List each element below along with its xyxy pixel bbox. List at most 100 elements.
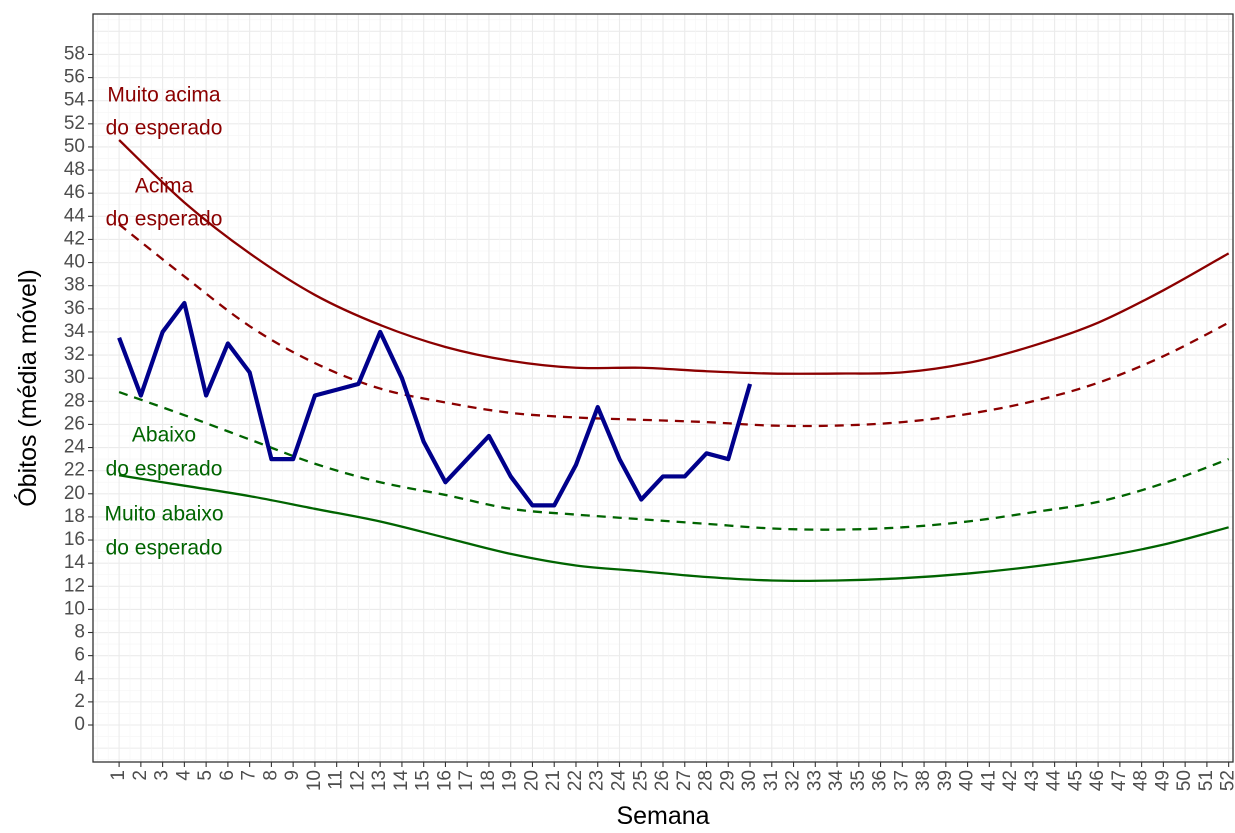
x-tick-label: 40 xyxy=(957,770,978,791)
y-axis: 0246810121416182022242628303234363840424… xyxy=(64,43,93,735)
x-tick-label: 16 xyxy=(434,770,455,791)
band-annotations: Muito acima do esperado Acima do esperado Ab… xyxy=(104,84,223,560)
x-tick-label: 33 xyxy=(804,770,825,791)
x-tick-label: 32 xyxy=(783,770,804,791)
y-tick-label: 28 xyxy=(64,390,85,411)
y-tick-label: 2 xyxy=(74,691,85,712)
upper-very-high-line xyxy=(118,139,1230,375)
y-axis-title: Óbitos (média móvel) xyxy=(13,269,42,507)
x-tick-label: 6 xyxy=(217,770,238,781)
y-tick-label: 56 xyxy=(64,67,85,88)
annotation-high-line-2: do esperado xyxy=(106,208,223,231)
x-tick-label: 19 xyxy=(500,770,521,791)
x-tick-label: 36 xyxy=(870,770,891,791)
x-tick-label: 29 xyxy=(717,770,738,791)
y-tick-label: 16 xyxy=(64,529,85,550)
x-tick-label: 34 xyxy=(826,770,847,792)
x-tick-label: 46 xyxy=(1087,770,1108,791)
y-tick-label: 48 xyxy=(64,159,85,180)
x-tick-label: 21 xyxy=(543,770,564,791)
x-tick-label: 12 xyxy=(347,770,368,791)
x-tick-label: 26 xyxy=(652,770,673,791)
y-tick-label: 14 xyxy=(64,552,86,573)
x-tick-label: 17 xyxy=(456,770,477,791)
x-tick-label: 38 xyxy=(913,770,934,791)
x-tick-label: 22 xyxy=(565,770,586,791)
annotation-very-low-line-1: Muito abaixo xyxy=(104,503,223,526)
x-tick-label: 3 xyxy=(152,770,173,781)
y-tick-label: 44 xyxy=(64,205,86,226)
y-tick-label: 38 xyxy=(64,275,85,296)
x-tick-label: 43 xyxy=(1022,770,1043,791)
x-tick-label: 52 xyxy=(1218,770,1235,791)
x-tick-label: 1 xyxy=(108,770,129,781)
y-tick-label: 32 xyxy=(64,344,85,365)
x-tick-label: 35 xyxy=(848,770,869,791)
annotation-very-high-line-1: Muito acima xyxy=(107,84,221,107)
x-tick-label: 9 xyxy=(282,770,303,781)
x-tick-label: 23 xyxy=(587,770,608,791)
annotation-low-line-2: do esperado xyxy=(106,458,223,481)
y-tick-label: 22 xyxy=(64,460,85,481)
x-tick-label: 18 xyxy=(478,770,499,791)
lower-very-low-line xyxy=(118,474,1229,583)
x-tick-label: 39 xyxy=(935,770,956,791)
x-tick-label: 20 xyxy=(521,770,542,791)
y-tick-label: 24 xyxy=(64,437,86,458)
x-tick-label: 37 xyxy=(891,770,912,791)
y-tick-label: 52 xyxy=(64,113,85,134)
y-tick-label: 40 xyxy=(64,252,85,273)
x-axis-title: Semana xyxy=(616,802,709,830)
x-tick-label: 14 xyxy=(391,770,412,792)
x-tick-label: 51 xyxy=(1196,770,1217,791)
y-tick-label: 10 xyxy=(64,598,85,619)
y-tick-label: 46 xyxy=(64,182,85,203)
y-tick-label: 42 xyxy=(64,228,85,249)
x-tick-label: 10 xyxy=(304,770,325,791)
x-axis: 1 2 3 4 5 6 7 8 9 10 11 12 13 14 15 16 17 18 19 20 21 22 23 24 2… xyxy=(108,762,1235,791)
y-tick-label: 26 xyxy=(64,413,85,434)
x-tick-label: 7 xyxy=(239,770,260,781)
y-tick-label: 8 xyxy=(74,622,85,643)
y-tick-label: 6 xyxy=(74,645,85,666)
observed-series xyxy=(117,300,753,508)
x-tick-label: 24 xyxy=(609,770,630,792)
annotation-high-line-1: Acima xyxy=(135,175,194,198)
annotation-very-high-line-2: do esperado xyxy=(106,117,223,140)
grid xyxy=(93,14,1233,762)
x-tick-label: 44 xyxy=(1044,770,1065,792)
x-tick-label: 47 xyxy=(1109,770,1130,791)
x-tick-label: 8 xyxy=(260,770,281,781)
y-tick-label: 30 xyxy=(64,367,85,388)
x-tick-label: 42 xyxy=(1000,770,1021,791)
observed-line xyxy=(117,300,753,508)
y-tick-label: 50 xyxy=(64,136,85,157)
y-tick-label: 18 xyxy=(64,506,85,527)
x-tick-label: 45 xyxy=(1065,770,1086,791)
x-tick-label: 50 xyxy=(1174,770,1195,791)
x-tick-label: 13 xyxy=(369,770,390,791)
y-tick-label: 36 xyxy=(64,298,85,319)
annotation-very-low-line-2: do esperado xyxy=(106,537,223,560)
x-tick-label: 27 xyxy=(674,770,695,791)
y-tick-label: 12 xyxy=(64,575,85,596)
annotation-low-line-1: Abaixo xyxy=(132,424,196,447)
y-tick-label: 4 xyxy=(74,668,85,689)
x-tick-label: 31 xyxy=(761,770,782,791)
x-tick-label: 4 xyxy=(173,770,194,781)
y-tick-label: 34 xyxy=(64,321,86,342)
x-tick-label: 11 xyxy=(326,770,347,790)
upper-high-line xyxy=(118,223,1230,428)
x-tick-label: 25 xyxy=(630,770,651,791)
x-tick-label: 15 xyxy=(413,770,434,791)
y-tick-label: 58 xyxy=(64,43,85,64)
x-tick-label: 49 xyxy=(1152,770,1173,791)
x-tick-label: 48 xyxy=(1131,770,1152,791)
x-tick-label: 30 xyxy=(739,770,760,791)
x-tick-label: 41 xyxy=(978,770,999,791)
y-tick-label: 0 xyxy=(74,714,85,735)
y-tick-label: 54 xyxy=(64,90,86,111)
reference-bands xyxy=(118,139,1230,583)
